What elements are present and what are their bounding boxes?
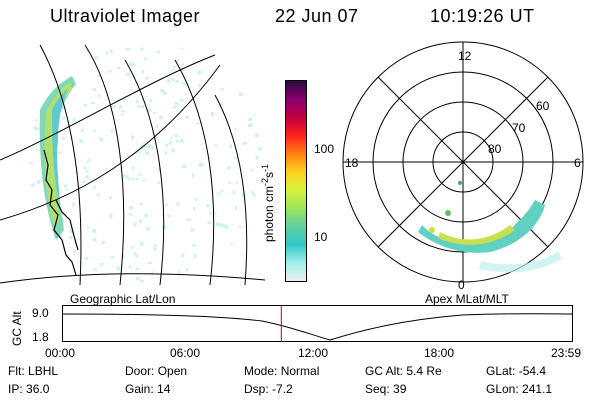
geographic-image-panel	[0, 42, 265, 286]
altitude-tick-low: 1.8	[32, 330, 49, 344]
time-tick-0: 00:00	[45, 346, 76, 360]
info-seq: Seq: 39	[365, 382, 407, 396]
altitude-axis-label: GC Alt	[10, 311, 24, 346]
instrument-title: Ultraviolet Imager	[50, 6, 201, 26]
info-flt: Flt: LBHL	[8, 364, 59, 378]
mlat-label-60: 60	[536, 99, 550, 113]
mlt-label-12: 12	[458, 49, 472, 63]
time-tick-1: 06:00	[170, 346, 201, 360]
info-door: Door: Open	[125, 364, 188, 378]
altitude-tick-high: 9.0	[32, 306, 49, 320]
info-gc-alt: GC Alt: 5.4 Re	[365, 364, 442, 378]
mlat-label-80: 80	[488, 142, 502, 156]
coastline	[43, 149, 79, 276]
observation-date: 22 Jun 07	[275, 6, 359, 26]
time-tick-3: 18:00	[424, 346, 455, 360]
time-tick-4: 23:59	[551, 346, 582, 360]
mlt-label-18: 18	[345, 156, 359, 170]
colorbar-tick-10: 10	[314, 230, 328, 244]
info-mode: Mode: Normal	[244, 364, 320, 378]
info-gain: Gain: 14	[125, 382, 171, 396]
info-dsp: Dsp: -7.2	[244, 382, 293, 396]
polar-aurora	[418, 181, 563, 273]
colorbar-tick-100: 100	[314, 142, 335, 156]
time-tick-2: 12:00	[298, 346, 329, 360]
lat-lon-grid	[0, 44, 265, 286]
geographic-panel-label: Geographic Lat/Lon	[70, 292, 176, 306]
altitude-curve	[62, 313, 573, 341]
apex-panel-label: Apex MLat/MLT	[425, 292, 509, 306]
colorbar-unit-label: photon cm-2s-1	[260, 163, 276, 242]
mlat-label-70: 70	[512, 121, 526, 135]
color-scale-bar	[285, 80, 307, 282]
mlt-label-0: 0	[458, 278, 465, 292]
polar-mlat-mlt-plot: 12 18 6 0 60 70 80	[342, 41, 584, 292]
info-glat: GLat: -54.4	[486, 364, 547, 378]
observation-time: 10:19:26 UT	[430, 6, 535, 26]
info-glon: GLon: 241.1	[486, 382, 553, 396]
mlt-label-6: 6	[574, 156, 581, 170]
info-ip: IP: 36.0	[8, 382, 50, 396]
altitude-timeline-plot	[62, 305, 573, 342]
